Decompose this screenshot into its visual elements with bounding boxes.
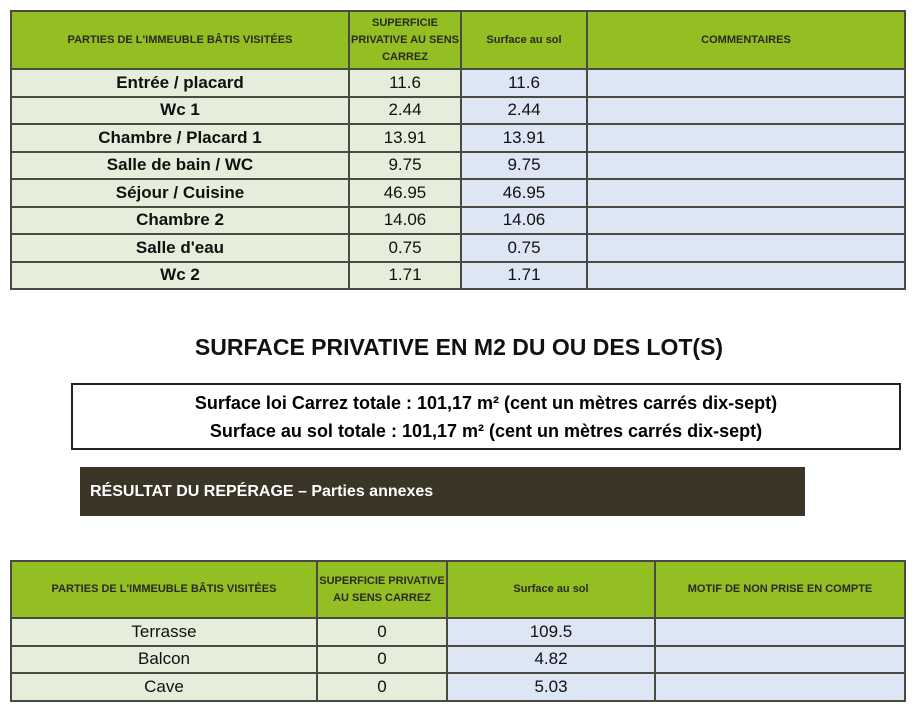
- table-row: Wc 1 2.44 2.44: [10, 95, 906, 125]
- table-row: Balcon 0 4.82: [10, 644, 906, 674]
- table-row: Chambre 2 14.06 14.06: [10, 205, 906, 235]
- comment: [654, 672, 906, 702]
- table-row: Salle de bain / WC 9.75 9.75: [10, 150, 906, 180]
- comment: [586, 95, 906, 125]
- floor-area: 0.75: [460, 233, 588, 263]
- carrez-area: 11.6: [348, 68, 462, 98]
- comment: [586, 178, 906, 208]
- header-parts: PARTIES DE L'IMMEUBLE BÂTIS VISITÉES: [10, 10, 350, 70]
- table-row: Wc 2 1.71 1.71: [10, 260, 906, 290]
- floor-area: 46.95: [460, 178, 588, 208]
- header-reason: MOTIF DE NON PRISE EN COMPTE: [654, 560, 906, 619]
- table-row: Salle d'eau 0.75 0.75: [10, 233, 906, 263]
- carrez-area: 1.71: [348, 260, 462, 290]
- comment: [586, 123, 906, 153]
- table-row: Entrée / placard 11.6 11.6: [10, 68, 906, 98]
- floor-total: Surface au sol totale : 101,17 m² (cent …: [209, 421, 763, 441]
- carrez-area: 2.44: [348, 95, 462, 125]
- comment: [654, 617, 906, 647]
- annexes-table: PARTIES DE L'IMMEUBLE BÂTIS VISITÉES SUP…: [10, 560, 906, 702]
- table-row: Terrasse 0 109.5: [10, 617, 906, 647]
- table-row: Cave 0 5.03: [10, 672, 906, 702]
- floor-area: 11.6: [460, 68, 588, 98]
- floor-area: 2.44: [460, 95, 588, 125]
- carrez-total: Surface loi Carrez totale : 101,17 m² (c…: [194, 393, 778, 413]
- room-name: Entrée / placard: [10, 68, 350, 98]
- room-name: Wc 1: [10, 95, 350, 125]
- carrez-area: 46.95: [348, 178, 462, 208]
- room-name: Terrasse: [10, 617, 318, 647]
- summary-box: Surface loi Carrez totale : 101,17 m² (c…: [71, 383, 901, 450]
- table-header: PARTIES DE L'IMMEUBLE BÂTIS VISITÉES SUP…: [10, 560, 906, 619]
- floor-area: 4.82: [446, 644, 656, 674]
- comment: [586, 233, 906, 263]
- comment: [586, 205, 906, 235]
- table-row: Séjour / Cuisine 46.95 46.95: [10, 178, 906, 208]
- floor-area: 5.03: [446, 672, 656, 702]
- carrez-area: 0: [316, 672, 448, 702]
- room-name: Séjour / Cuisine: [10, 178, 350, 208]
- carrez-area: 0.75: [348, 233, 462, 263]
- carrez-area: 14.06: [348, 205, 462, 235]
- carrez-area: 0: [316, 617, 448, 647]
- room-name: Cave: [10, 672, 318, 702]
- room-name: Chambre 2: [10, 205, 350, 235]
- room-name: Chambre / Placard 1: [10, 123, 350, 153]
- room-name: Salle d'eau: [10, 233, 350, 263]
- room-name: Wc 2: [10, 260, 350, 290]
- table-row: Chambre / Placard 1 13.91 13.91: [10, 123, 906, 153]
- room-name: Salle de bain / WC: [10, 150, 350, 180]
- header-floor-area: Surface au sol: [460, 10, 588, 70]
- comment: [654, 644, 906, 674]
- summary-title: SURFACE PRIVATIVE EN M2 DU OU DES LOT(S): [194, 334, 724, 360]
- header-floor-area: Surface au sol: [446, 560, 656, 619]
- comment: [586, 150, 906, 180]
- carrez-area: 13.91: [348, 123, 462, 153]
- comment: [586, 68, 906, 98]
- comment: [586, 260, 906, 290]
- header-comments: COMMENTAIRES: [586, 10, 906, 70]
- rooms-table: PARTIES DE L'IMMEUBLE BÂTIS VISITÉES SUP…: [10, 10, 906, 290]
- floor-area: 13.91: [460, 123, 588, 153]
- room-name: Balcon: [10, 644, 318, 674]
- floor-area: 1.71: [460, 260, 588, 290]
- carrez-area: 0: [316, 644, 448, 674]
- header-parts: PARTIES DE L'IMMEUBLE BÂTIS VISITÉES: [10, 560, 318, 619]
- carrez-area: 9.75: [348, 150, 462, 180]
- floor-area: 109.5: [446, 617, 656, 647]
- header-carrez: SUPERFICIE PRIVATIVE AU SENS CARREZ: [316, 560, 448, 619]
- table-header: PARTIES DE L'IMMEUBLE BÂTIS VISITÉES SUP…: [10, 10, 906, 70]
- floor-area: 9.75: [460, 150, 588, 180]
- header-carrez: SUPERFICIE PRIVATIVE AU SENS CARREZ: [348, 10, 462, 70]
- section-bar: RÉSULTAT DU REPÉRAGE – Parties annexes: [80, 467, 805, 516]
- floor-area: 14.06: [460, 205, 588, 235]
